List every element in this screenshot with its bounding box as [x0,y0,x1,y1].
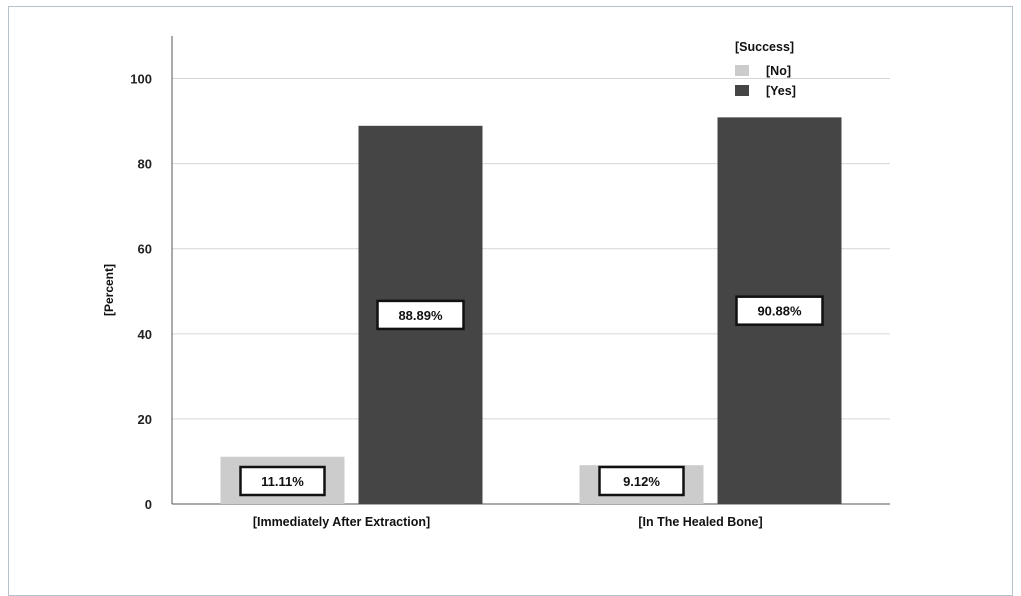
y-tick-label: 60 [138,242,152,257]
data-label: 88.89% [398,308,443,323]
category-labels: [Immediately After Extraction] [In The He… [253,515,763,529]
legend-swatch [735,85,749,96]
bars: 11.11% 88.89% 9.12% 90.88% [220,117,842,505]
y-tick-label: 80 [138,157,152,172]
data-label: 11.11% [261,474,304,489]
data-label-box [376,299,465,331]
y-tick-label: 20 [138,412,152,427]
y-tick-labels: 0 20 40 60 80 100 [130,72,152,512]
legend: [Success] [No] [Yes] [735,40,796,98]
data-label-box [598,465,685,497]
data-label-box [735,295,824,326]
legend-entry: [No] [766,64,791,78]
y-tick-label: 100 [130,72,152,87]
data-label-box [239,465,326,497]
category-label: [In The Healed Bone] [638,515,762,529]
y-tick-label: 40 [138,327,152,342]
legend-swatch [735,65,749,76]
y-tick-label: 0 [145,497,152,512]
category-label: [Immediately After Extraction] [253,515,430,529]
chart-frame [8,6,1013,596]
data-label: 9.12% [623,474,660,489]
data-label: 90.88% [757,304,802,319]
legend-title: [Success] [735,40,794,54]
y-axis-label: [Percent] [102,264,116,316]
legend-entry: [Yes] [766,84,796,98]
